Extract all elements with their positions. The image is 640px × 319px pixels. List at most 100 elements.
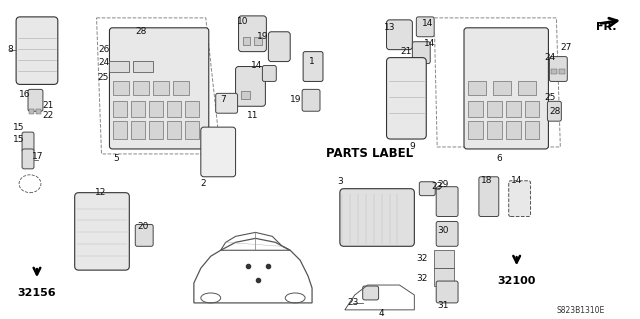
Text: 29: 29: [438, 180, 449, 189]
Text: 30: 30: [437, 226, 449, 235]
Bar: [173, 81, 189, 95]
Text: 17: 17: [32, 152, 44, 161]
Text: 25: 25: [98, 73, 109, 82]
Bar: [29, 109, 34, 114]
Bar: [185, 121, 199, 139]
Text: 27: 27: [561, 43, 572, 52]
FancyBboxPatch shape: [303, 52, 323, 81]
FancyBboxPatch shape: [479, 177, 499, 217]
FancyBboxPatch shape: [436, 221, 458, 246]
Text: 32: 32: [417, 254, 428, 263]
Bar: [468, 121, 483, 139]
Bar: [133, 81, 149, 95]
Text: 32: 32: [417, 274, 428, 283]
Bar: [525, 121, 540, 139]
Bar: [113, 121, 127, 139]
Text: 14: 14: [251, 61, 262, 70]
FancyBboxPatch shape: [302, 89, 320, 111]
FancyBboxPatch shape: [549, 56, 567, 81]
Text: 8: 8: [7, 45, 13, 54]
Text: PARTS LABEL: PARTS LABEL: [326, 147, 413, 160]
Bar: [241, 91, 250, 99]
FancyBboxPatch shape: [387, 20, 412, 50]
Bar: [185, 101, 199, 117]
Bar: [131, 121, 145, 139]
Text: 22: 22: [42, 111, 54, 120]
Bar: [468, 81, 486, 95]
Text: 24: 24: [98, 58, 109, 67]
FancyBboxPatch shape: [509, 181, 531, 217]
FancyBboxPatch shape: [412, 42, 430, 63]
Text: 18: 18: [481, 176, 493, 185]
Bar: [552, 69, 557, 74]
FancyBboxPatch shape: [22, 132, 34, 152]
Text: 14: 14: [511, 176, 522, 185]
Text: 19: 19: [257, 32, 268, 41]
Text: 10: 10: [237, 17, 248, 26]
FancyBboxPatch shape: [340, 189, 414, 246]
Text: 14: 14: [424, 39, 435, 48]
Bar: [36, 109, 41, 114]
FancyBboxPatch shape: [363, 286, 379, 300]
FancyBboxPatch shape: [268, 32, 290, 62]
Text: 1: 1: [309, 57, 315, 66]
Bar: [243, 37, 250, 45]
FancyBboxPatch shape: [419, 182, 435, 196]
Bar: [487, 121, 502, 139]
FancyBboxPatch shape: [28, 89, 43, 111]
Bar: [487, 101, 502, 117]
Bar: [149, 121, 163, 139]
Bar: [133, 61, 153, 72]
Text: 14: 14: [422, 19, 433, 28]
Bar: [167, 121, 181, 139]
Text: S823B1310E: S823B1310E: [556, 306, 604, 315]
Text: 23: 23: [431, 182, 443, 191]
FancyBboxPatch shape: [75, 193, 129, 270]
FancyBboxPatch shape: [236, 67, 266, 106]
Bar: [468, 101, 483, 117]
Text: 7: 7: [220, 95, 225, 104]
Text: 31: 31: [437, 301, 449, 310]
FancyBboxPatch shape: [547, 101, 561, 121]
FancyBboxPatch shape: [216, 93, 237, 113]
Bar: [434, 250, 454, 268]
FancyBboxPatch shape: [464, 28, 548, 149]
Bar: [149, 101, 163, 117]
FancyBboxPatch shape: [16, 17, 58, 85]
Text: 23: 23: [347, 298, 358, 308]
Text: FR.: FR.: [596, 22, 616, 32]
Text: 32156: 32156: [18, 288, 56, 298]
Bar: [559, 69, 565, 74]
FancyBboxPatch shape: [239, 16, 266, 52]
Text: 19: 19: [291, 95, 302, 104]
Text: 15: 15: [13, 122, 25, 132]
Text: 11: 11: [246, 111, 258, 120]
Text: 25: 25: [545, 93, 556, 102]
FancyBboxPatch shape: [262, 65, 276, 81]
Bar: [506, 101, 520, 117]
Text: 3: 3: [337, 177, 343, 186]
FancyBboxPatch shape: [387, 58, 426, 139]
Bar: [153, 81, 169, 95]
Text: 28: 28: [136, 27, 147, 36]
Text: 20: 20: [138, 222, 149, 231]
Bar: [109, 61, 129, 72]
Text: 4: 4: [379, 309, 385, 318]
Text: 21: 21: [401, 47, 412, 56]
Bar: [113, 81, 129, 95]
Text: 21: 21: [42, 101, 54, 110]
Text: 12: 12: [95, 188, 106, 197]
Text: 13: 13: [384, 23, 396, 32]
Bar: [255, 37, 262, 45]
Bar: [506, 121, 520, 139]
Text: 26: 26: [99, 45, 110, 54]
Text: 6: 6: [496, 154, 502, 163]
FancyBboxPatch shape: [109, 28, 209, 149]
Bar: [525, 101, 540, 117]
Bar: [518, 81, 536, 95]
Text: 15: 15: [13, 135, 25, 144]
FancyBboxPatch shape: [201, 127, 236, 177]
Text: 24: 24: [545, 53, 556, 62]
FancyBboxPatch shape: [22, 149, 34, 169]
Text: 32100: 32100: [497, 276, 536, 286]
